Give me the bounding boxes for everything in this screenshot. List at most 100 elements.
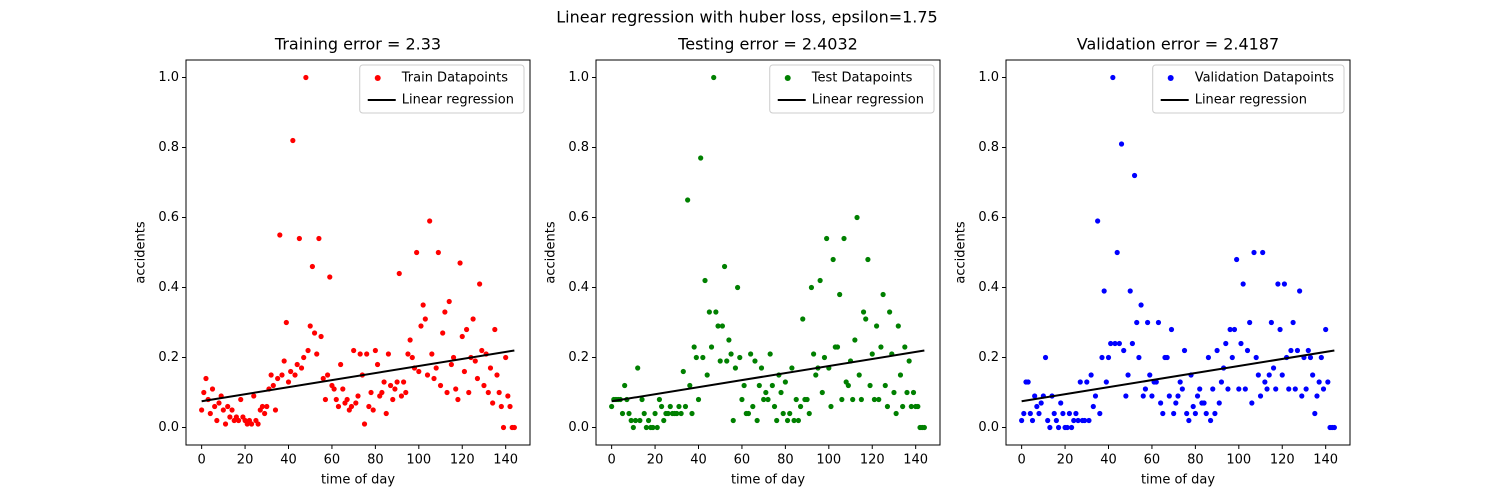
data-point — [1029, 417, 1036, 424]
data-point — [1125, 372, 1131, 378]
data-point — [288, 368, 294, 375]
data-point — [455, 396, 461, 403]
data-point — [643, 424, 649, 431]
data-point — [902, 344, 908, 350]
data-point — [734, 284, 741, 291]
data-point — [852, 337, 858, 343]
data-point — [873, 323, 880, 329]
data-point — [1032, 393, 1038, 399]
data-point — [1181, 347, 1188, 354]
data-point — [1045, 417, 1051, 424]
y-tick-label: 0.8 — [568, 140, 589, 155]
data-point — [1325, 379, 1331, 385]
data-point — [201, 389, 207, 396]
data-point — [719, 323, 725, 329]
data-point — [238, 396, 244, 403]
data-point — [470, 316, 476, 322]
data-point — [893, 410, 899, 417]
data-point — [1088, 372, 1094, 378]
data-point — [865, 256, 871, 263]
data-point — [492, 326, 498, 333]
data-point — [203, 375, 209, 382]
data-point — [424, 372, 431, 378]
data-point — [839, 396, 845, 403]
x-tick-label: 20 — [1057, 453, 1074, 468]
data-point — [915, 403, 921, 410]
data-point — [1257, 393, 1264, 399]
data-point — [500, 424, 507, 431]
data-point — [505, 393, 511, 399]
data-point — [1223, 340, 1229, 347]
data-point — [303, 74, 309, 81]
data-point — [682, 403, 689, 410]
data-point — [446, 298, 452, 305]
regression-line — [201, 349, 515, 403]
data-point — [704, 372, 710, 378]
data-point — [887, 309, 893, 315]
data-point — [763, 389, 769, 396]
data-point — [381, 379, 387, 385]
legend-marker — [1167, 75, 1174, 81]
data-point — [1218, 379, 1225, 385]
data-point — [1299, 393, 1305, 399]
data-point — [1288, 347, 1294, 354]
data-point — [858, 396, 864, 403]
data-point — [784, 417, 791, 424]
y-tick-label: 1.0 — [568, 70, 589, 85]
data-point — [1214, 347, 1220, 354]
data-point — [837, 291, 843, 298]
x-tick-label: 20 — [237, 453, 254, 468]
data-point — [878, 344, 884, 350]
data-point — [1138, 302, 1144, 308]
data-point — [850, 396, 856, 403]
data-point — [316, 235, 322, 242]
legend-label: Validation Datapoints — [1195, 71, 1335, 86]
y-tick-label: 0.4 — [978, 280, 999, 295]
data-point — [1034, 403, 1040, 410]
data-point — [900, 403, 906, 410]
data-point — [320, 375, 326, 382]
data-point — [693, 354, 699, 361]
x-tick-label: 80 — [777, 453, 794, 468]
y-tick-label: 0.8 — [158, 140, 179, 155]
data-point — [431, 375, 437, 382]
x-tick-label: 140 — [1313, 453, 1338, 468]
data-point — [435, 249, 441, 256]
data-point — [1264, 386, 1270, 392]
axes-frame — [1005, 59, 1351, 446]
data-point — [1238, 340, 1244, 347]
y-tick-label: 0.6 — [158, 210, 179, 225]
data-point — [698, 155, 704, 161]
data-point — [1116, 340, 1122, 347]
data-point — [674, 410, 680, 417]
data-point — [368, 389, 374, 396]
data-point — [361, 421, 368, 427]
data-point — [409, 354, 415, 361]
data-point — [774, 417, 780, 424]
data-point — [440, 330, 446, 336]
data-point — [479, 347, 485, 354]
data-point — [1234, 256, 1240, 263]
data-point — [609, 403, 615, 410]
y-tick-label: 0.6 — [978, 210, 999, 225]
data-point — [654, 424, 660, 431]
data-point — [778, 389, 784, 396]
data-point — [498, 403, 504, 410]
data-point — [405, 351, 411, 357]
data-point — [327, 274, 333, 280]
data-point — [1149, 393, 1155, 399]
data-point — [355, 393, 361, 399]
data-point — [1201, 400, 1207, 406]
data-point — [795, 417, 802, 424]
data-point — [414, 249, 420, 256]
data-point — [652, 410, 658, 417]
data-point — [461, 368, 468, 375]
data-point — [1147, 372, 1153, 378]
data-point — [1320, 386, 1327, 392]
data-point — [1255, 372, 1261, 378]
data-point — [869, 351, 875, 357]
data-point — [392, 386, 398, 392]
data-point — [1144, 319, 1151, 326]
data-point — [1101, 288, 1107, 294]
data-point — [1047, 424, 1053, 431]
